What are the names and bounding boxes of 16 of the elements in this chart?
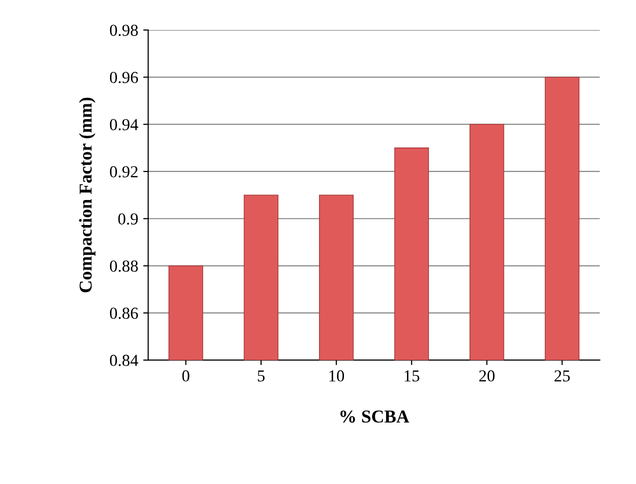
x-tick-label: 25: [554, 370, 570, 382]
x-tick-label: 0: [182, 370, 190, 382]
y-tick-label: 0.86: [110, 308, 138, 319]
x-tick-label: 20: [479, 370, 495, 382]
y-tick-label: 0.94: [110, 119, 138, 130]
y-tick-label: 0.88: [110, 260, 138, 272]
x-tick-label: 15: [404, 370, 420, 382]
x-tick-label: 10: [329, 370, 344, 382]
y-tick-label: 0.96: [110, 72, 138, 84]
x-tick-label: 5: [258, 370, 265, 382]
y-tick-label: 0.9: [118, 213, 138, 225]
y-tick-label: 0.84: [110, 354, 138, 366]
y-axis-title: Compaction Factor (mm): [79, 98, 96, 292]
x-axis-title: % SCBA: [340, 410, 410, 423]
y-tick-label: 0.92: [110, 166, 138, 178]
y-tick-label: 0.98: [110, 24, 138, 36]
